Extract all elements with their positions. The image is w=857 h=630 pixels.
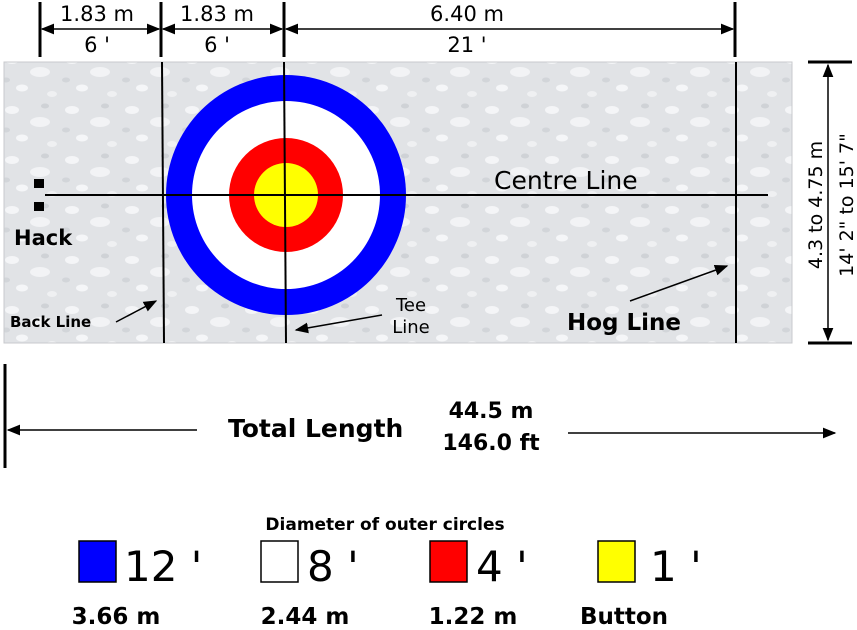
legend-feet: 1 '	[650, 542, 702, 591]
total-length-metres: 44.5 m	[449, 399, 534, 424]
total-length-feet: 146.0 ft	[442, 431, 540, 456]
hog-line-pointer	[629, 265, 729, 302]
width-metres: 4.3 to 4.75 m	[805, 141, 827, 269]
legend-swatch-white	[260, 540, 299, 583]
legend-feet: 8 '	[307, 542, 359, 591]
legend-swatch-blue	[78, 540, 117, 583]
back-line	[161, 61, 165, 344]
tee-line-label-2: Line	[392, 317, 430, 338]
legend-item-button: 1 ' Button	[580, 540, 702, 630]
tee-line-label-1: Tee	[395, 295, 426, 316]
legend-item-4ft: 4 ' 1.22 m	[429, 540, 528, 630]
legend-swatch-yellow	[597, 540, 636, 583]
dim-right-feet: 21 '	[447, 33, 486, 57]
legend-metric: Button	[580, 604, 668, 630]
hack-label: Hack	[14, 226, 73, 250]
dim-left-feet: 6 '	[84, 33, 110, 57]
hack-mark-bottom	[34, 202, 44, 211]
dim-left-metres: 1.83 m	[60, 2, 134, 26]
legend-item-8ft: 8 ' 2.44 m	[260, 540, 359, 630]
legend-feet: 12 '	[124, 542, 202, 591]
back-line-pointer	[115, 300, 158, 323]
legend-item-12ft: 12 ' 3.66 m	[72, 540, 202, 630]
back-line-label: Back Line	[10, 313, 91, 331]
hog-line-label: Hog Line	[567, 310, 681, 336]
total-length-label: Total Length	[228, 414, 403, 443]
hack-mark-top	[34, 179, 44, 188]
width-feet: 14' 2" to 15' 7"	[836, 133, 857, 277]
dim-middle-feet: 6 '	[204, 33, 230, 57]
legend-metric: 2.44 m	[261, 604, 350, 630]
tee-line	[283, 61, 287, 344]
legend-metric: 1.22 m	[429, 604, 518, 630]
dim-middle-metres: 1.83 m	[180, 2, 254, 26]
legend-swatch-red	[429, 540, 468, 583]
tee-line-pointer	[294, 314, 383, 334]
centre-line-label: Centre Line	[494, 166, 638, 195]
dim-right-metres: 6.40 m	[430, 2, 504, 26]
legend-metric: 3.66 m	[72, 604, 161, 630]
legend-title: Diameter of outer circles	[265, 515, 504, 535]
legend-feet: 4 '	[476, 542, 528, 591]
